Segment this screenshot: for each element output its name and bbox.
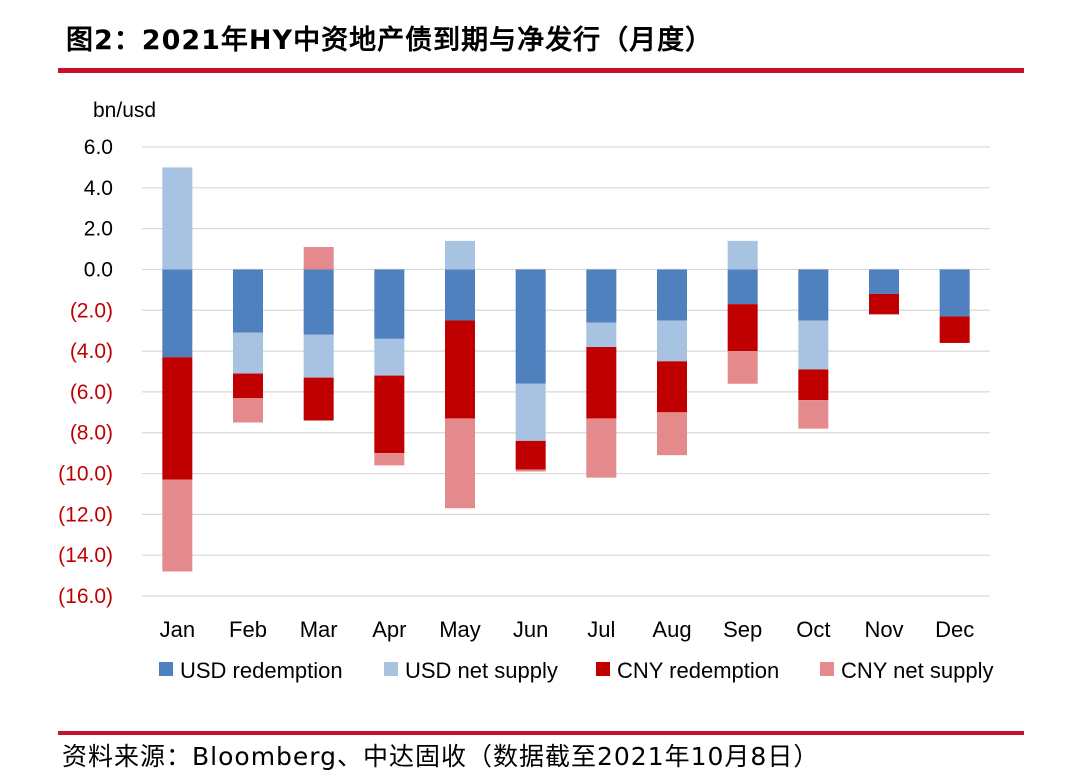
bar-cny-redemption-oct <box>798 369 829 401</box>
source-note: 资料来源：Bloomberg、中达固收（数据截至2021年10月8日） <box>62 742 820 771</box>
bar-cny-net-supply-may <box>445 418 475 509</box>
x-tick-label: Apr <box>372 617 406 642</box>
y-tick-label: 2.0 <box>84 218 113 241</box>
x-tick-label: Nov <box>864 617 903 642</box>
bar-cny-redemption-may <box>445 320 475 419</box>
bar-usd-redemption-dec <box>939 269 970 317</box>
bar-cny-net-supply-mar <box>303 247 334 270</box>
x-tick-label: Jul <box>587 617 615 642</box>
x-tick-label: Oct <box>796 617 830 642</box>
y-tick-label: (14.0) <box>58 544 113 567</box>
bar-usd-net-supply-aug <box>657 320 687 362</box>
y-axis-unit-label: bn/usd <box>93 99 156 122</box>
bar-cny-net-supply-aug <box>657 412 687 456</box>
y-tick-label: (10.0) <box>58 463 113 486</box>
gridlines <box>142 146 990 597</box>
x-tick-label: Jan <box>160 617 195 642</box>
y-tick-label: (4.0) <box>70 340 113 363</box>
legend-label: USD net supply <box>405 658 558 683</box>
y-tick-label: 6.0 <box>84 136 113 159</box>
top-divider <box>58 68 1024 73</box>
y-axis-ticks: 6.0 4.0 2.0 0.0 (2.0) (4.0) (6.0) (8.0) (10.0) (1… <box>58 136 113 608</box>
bar-cny-net-supply-jun <box>515 469 546 472</box>
bar-usd-net-supply-oct <box>798 320 829 370</box>
bar-usd-net-supply-jul <box>586 322 617 348</box>
bars <box>162 167 970 572</box>
bar-cny-net-supply-apr <box>374 453 405 466</box>
bar-usd-redemption-jul <box>586 269 617 323</box>
y-tick-label: (2.0) <box>70 299 113 322</box>
bar-usd-net-supply-jun <box>515 383 546 441</box>
x-tick-label: Sep <box>723 617 762 642</box>
legend-label: USD redemption <box>180 658 343 683</box>
bar-usd-redemption-oct <box>798 269 829 321</box>
bar-cny-net-supply-sep <box>727 351 758 384</box>
bar-cny-net-supply-jan <box>162 479 193 572</box>
legend-label: CNY net supply <box>841 658 993 683</box>
x-axis-ticks: Jan Feb Mar Apr May Jun Jul Aug Sep Oct Nov Dec <box>160 617 975 642</box>
x-tick-label: Aug <box>652 617 691 642</box>
y-tick-label: 4.0 <box>84 177 113 200</box>
bar-usd-net-supply-may <box>445 240 475 270</box>
bar-cny-redemption-aug <box>657 361 687 413</box>
legend-swatch-cny-net-supply <box>820 662 834 676</box>
legend-label: CNY redemption <box>617 658 779 683</box>
x-tick-label: Dec <box>935 617 974 642</box>
x-tick-label: Feb <box>229 617 267 642</box>
bar-usd-redemption-mar <box>303 269 334 335</box>
bar-usd-redemption-may <box>445 269 475 321</box>
bar-cny-redemption-feb <box>233 373 263 399</box>
bar-usd-redemption-aug <box>657 269 687 321</box>
chart-title: 图2：2021年HY中资地产债到期与净发行（月度） <box>66 25 714 56</box>
bar-usd-redemption-apr <box>374 269 405 339</box>
bar-usd-redemption-sep <box>727 269 758 305</box>
legend: USD redemption USD net supply CNY redempti… <box>159 658 993 683</box>
y-tick-label: (8.0) <box>70 422 113 445</box>
y-tick-label: (6.0) <box>70 381 113 404</box>
bar-usd-net-supply-apr <box>374 338 405 376</box>
bar-cny-net-supply-oct <box>798 400 829 429</box>
x-tick-label: Mar <box>300 617 338 642</box>
legend-swatch-usd-net-supply <box>384 662 398 676</box>
bar-usd-redemption-feb <box>233 269 263 333</box>
bar-cny-redemption-apr <box>374 375 405 454</box>
bar-cny-redemption-jan <box>162 357 193 480</box>
bar-usd-net-supply-feb <box>233 332 263 374</box>
stacked-bar-chart: bn/usd 6.0 4.0 2.0 0.0 (2.0) (4.0) (6.0) (8.0) (… <box>58 99 993 683</box>
bar-cny-net-supply-feb <box>233 398 263 423</box>
bar-cny-redemption-nov <box>869 293 899 315</box>
y-tick-label: 0.0 <box>84 258 113 281</box>
bar-usd-net-supply-sep <box>727 240 758 270</box>
legend-swatch-cny-redemption <box>596 662 610 676</box>
bar-cny-redemption-mar <box>303 377 334 421</box>
bar-usd-redemption-nov <box>869 269 899 294</box>
bar-cny-redemption-sep <box>727 304 758 352</box>
bar-usd-redemption-jan <box>162 269 193 358</box>
bar-cny-net-supply-jul <box>586 418 617 478</box>
bottom-divider <box>58 731 1024 735</box>
x-tick-label: May <box>439 617 481 642</box>
y-tick-label: (16.0) <box>58 585 113 608</box>
x-tick-label: Jun <box>513 617 548 642</box>
bar-usd-net-supply-mar <box>303 334 334 378</box>
bar-cny-redemption-jun <box>515 440 546 470</box>
bar-cny-redemption-jul <box>586 347 617 419</box>
y-tick-label: (12.0) <box>58 503 113 526</box>
legend-swatch-usd-redemption <box>159 662 173 676</box>
bar-cny-redemption-dec <box>939 316 970 343</box>
bar-usd-redemption-jun <box>515 269 546 384</box>
bar-usd-net-supply-jan <box>162 167 193 270</box>
